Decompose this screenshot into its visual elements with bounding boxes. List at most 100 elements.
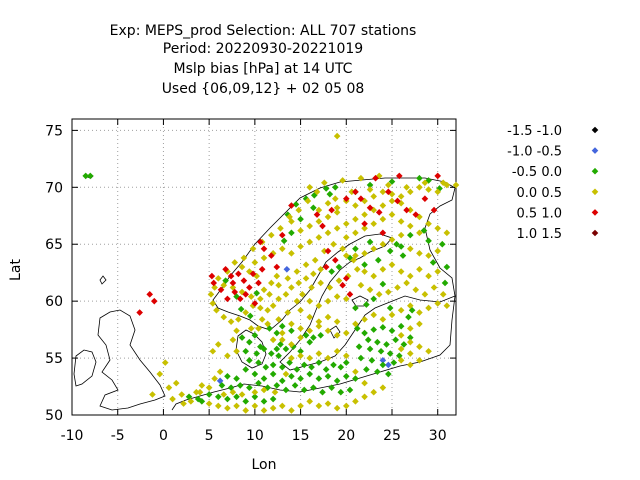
data-point [366, 186, 374, 193]
data-point [406, 334, 414, 341]
data-point [322, 263, 330, 271]
data-point [416, 320, 423, 328]
data-point [224, 372, 231, 380]
data-point [209, 347, 217, 355]
data-point [379, 316, 387, 323]
data-point [379, 265, 387, 273]
data-point [297, 347, 304, 355]
data-point [397, 231, 405, 239]
data-point [310, 204, 317, 212]
legend-label: -1.0 -0.5 [507, 145, 562, 160]
data-point [322, 185, 330, 192]
data-point [229, 388, 237, 396]
data-point [385, 370, 392, 378]
data-point [333, 224, 341, 232]
data-point [273, 272, 281, 280]
data-point [375, 172, 383, 180]
data-point [222, 277, 229, 284]
data-point [425, 186, 432, 193]
data-point [269, 395, 277, 403]
legend-marker [591, 229, 599, 237]
data-point [165, 384, 173, 391]
data-point [385, 361, 392, 369]
data-point [213, 306, 220, 314]
x-axis-ticks: -10 -5 0 5 10 15 20 25 30 [61, 119, 447, 444]
data-point [324, 297, 332, 305]
data-point [242, 347, 250, 355]
data-point [313, 188, 321, 196]
data-point [257, 295, 264, 303]
data-point [224, 268, 231, 275]
data-point [394, 284, 401, 291]
data-point [385, 181, 392, 189]
data-point [185, 393, 193, 401]
data-point [342, 220, 350, 228]
data-point [207, 291, 215, 298]
data-point [269, 250, 277, 257]
data-point [217, 286, 225, 294]
data-point [251, 332, 259, 339]
data-point [242, 407, 250, 414]
y-tick-label: 55 [45, 351, 63, 367]
data-point [443, 181, 451, 189]
data-point [370, 311, 378, 319]
data-point [253, 289, 260, 297]
data-point [386, 247, 394, 255]
data-point [348, 188, 356, 196]
data-point [268, 350, 275, 357]
data-point [388, 236, 396, 243]
data-point [397, 243, 405, 250]
data-point [306, 222, 314, 230]
data-point [434, 172, 442, 180]
data-point [310, 191, 318, 199]
data-point [420, 227, 428, 234]
data-point [403, 206, 410, 214]
data-point [370, 193, 378, 200]
data-point [406, 222, 414, 230]
data-point [273, 329, 281, 337]
data-point [342, 275, 350, 282]
data-point [284, 309, 292, 316]
data-point [324, 400, 332, 407]
data-point [315, 375, 323, 382]
data-point [319, 388, 326, 396]
data-point [260, 345, 268, 353]
data-point [306, 238, 314, 246]
data-point [275, 295, 282, 303]
data-point [233, 293, 240, 300]
data-point [297, 334, 304, 341]
data-point [326, 190, 334, 198]
data-point [315, 322, 323, 330]
data-point [238, 288, 246, 296]
data-point [406, 231, 414, 239]
data-point [388, 261, 396, 269]
data-point [304, 197, 312, 205]
data-point [330, 240, 337, 248]
data-point [238, 263, 246, 271]
data-point [379, 324, 387, 331]
data-point [187, 398, 195, 405]
data-point [315, 234, 323, 241]
data-point [443, 302, 451, 310]
data-point [275, 352, 282, 360]
data-point [353, 265, 361, 273]
data-point [385, 188, 392, 196]
data-point [172, 379, 180, 387]
data-point [366, 238, 374, 246]
data-point [353, 325, 361, 332]
data-point [324, 247, 332, 255]
data-point [421, 179, 429, 187]
data-point [227, 318, 235, 325]
data-point [452, 181, 460, 189]
data-point [240, 277, 248, 284]
data-point [208, 272, 216, 280]
data-point [297, 402, 304, 410]
data-point [268, 252, 275, 259]
data-point [315, 359, 323, 366]
data-point [278, 377, 286, 385]
data-point [416, 174, 423, 182]
data-point [330, 361, 337, 369]
data-point [388, 211, 396, 218]
data-point [205, 384, 213, 391]
data-point [227, 272, 235, 280]
